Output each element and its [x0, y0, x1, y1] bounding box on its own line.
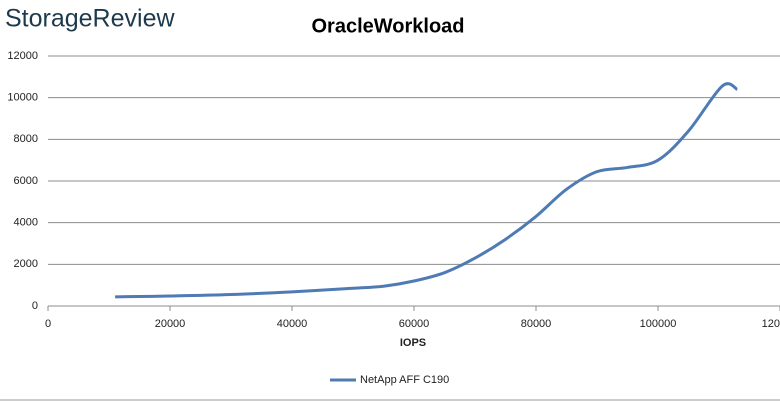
y-tick-label: 10000 — [7, 92, 38, 104]
y-tick-label: 4000 — [14, 217, 38, 229]
logo: StorageReview — [5, 5, 175, 33]
series-line — [115, 82, 739, 299]
y-tick-label: 6000 — [14, 175, 38, 187]
x-tick-label: 60000 — [399, 318, 430, 330]
legend-label: NetApp AFF C190 — [360, 374, 449, 386]
x-tick-label: 0 — [45, 318, 51, 330]
y-tick-label: 0 — [32, 300, 38, 312]
x-tick-label: 80000 — [521, 318, 552, 330]
y-tick-label: 2000 — [14, 258, 38, 270]
x-tick-label: 20000 — [155, 318, 186, 330]
x-tick-label: 40000 — [277, 318, 308, 330]
chart-title: OracleWorkload — [311, 15, 464, 37]
y-tick-label: 8000 — [14, 133, 38, 145]
y-tick-label: 12000 — [7, 50, 38, 62]
x-tick-label: 100000 — [640, 318, 677, 330]
x-axis-label: IOPS — [400, 337, 426, 349]
